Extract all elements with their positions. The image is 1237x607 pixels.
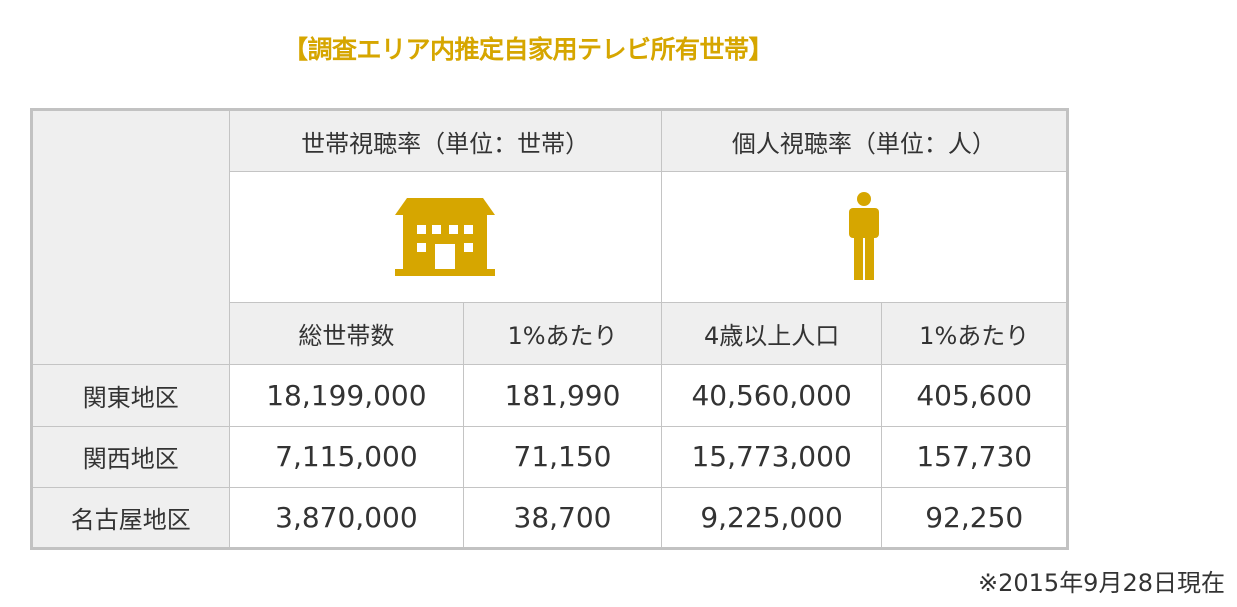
table-row: 関東地区 18,199,000 181,990 40,560,000 405,6… bbox=[31, 363, 1068, 427]
person-icon bbox=[848, 192, 879, 281]
region-label: 関東地区 bbox=[31, 363, 230, 427]
value-cell: 3,870,000 bbox=[228, 486, 465, 550]
value-cell: 15,773,000 bbox=[660, 425, 883, 488]
value-cell: 7,115,000 bbox=[228, 425, 465, 488]
subheader-population-per-percent: 1%あたり bbox=[881, 302, 1068, 365]
region-label: 名古屋地区 bbox=[31, 486, 230, 550]
household-icon-cell bbox=[228, 171, 662, 304]
household-rating-header: 世帯視聴率（単位：世帯） bbox=[228, 108, 662, 173]
individual-icon-cell bbox=[660, 171, 1069, 304]
region-label: 関西地区 bbox=[31, 425, 230, 488]
value-cell: 71,150 bbox=[463, 425, 662, 488]
corner-cell bbox=[31, 109, 230, 365]
value-cell: 38,700 bbox=[463, 486, 662, 550]
page-title: 【調査エリア内推定自家用テレビ所有世帯】 bbox=[283, 35, 774, 64]
table-row: 名古屋地区 3,870,000 38,700 9,225,000 92,250 bbox=[31, 486, 1068, 550]
value-cell: 405,600 bbox=[881, 363, 1068, 427]
subheader-total-households: 総世帯数 bbox=[228, 302, 465, 365]
table-row: 関西地区 7,115,000 71,150 15,773,000 157,730 bbox=[31, 425, 1068, 488]
subheader-households-per-percent: 1%あたり bbox=[463, 302, 662, 365]
value-cell: 92,250 bbox=[881, 486, 1068, 550]
subheader-population-4plus: 4歳以上人口 bbox=[660, 302, 883, 365]
house-icon bbox=[395, 198, 496, 277]
as-of-date-note: ※2015年9月28日現在 bbox=[978, 569, 1225, 597]
value-cell: 9,225,000 bbox=[660, 486, 883, 550]
individual-rating-header: 個人視聴率（単位：人） bbox=[660, 108, 1069, 173]
value-cell: 157,730 bbox=[881, 425, 1068, 488]
tv-households-table: 世帯視聴率（単位：世帯） 個人視聴率（単位：人） bbox=[30, 108, 1069, 550]
value-cell: 40,560,000 bbox=[660, 363, 883, 427]
value-cell: 18,199,000 bbox=[228, 363, 465, 427]
value-cell: 181,990 bbox=[463, 363, 662, 427]
